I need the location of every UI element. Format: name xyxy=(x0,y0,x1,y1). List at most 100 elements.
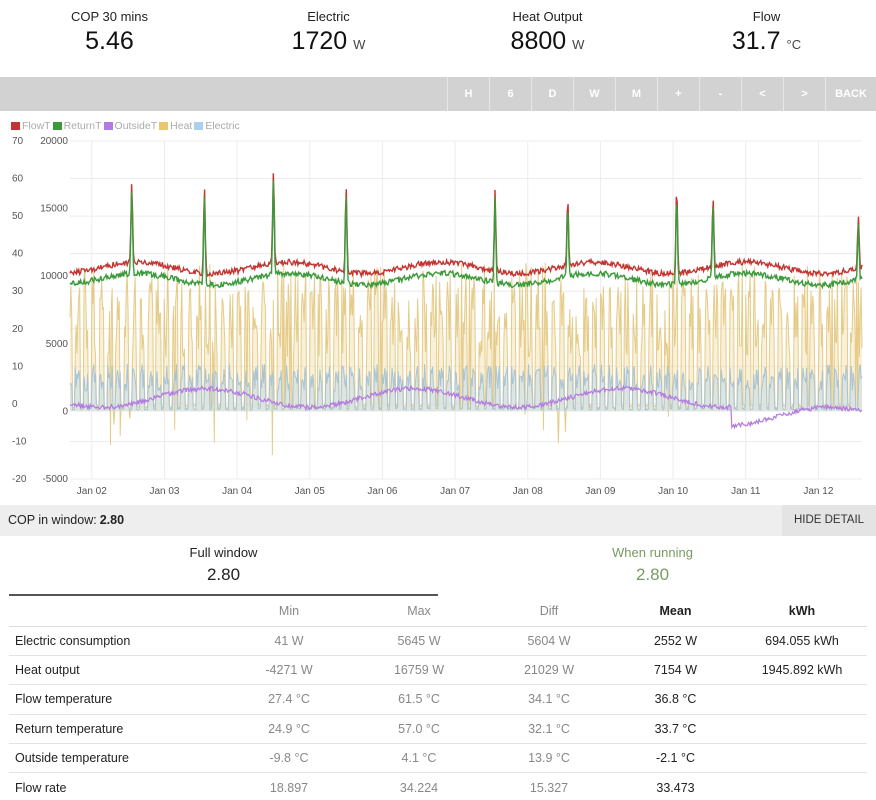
pan-right-button[interactable]: > xyxy=(783,77,825,111)
stat-unit: °C xyxy=(786,37,802,52)
cop-window-bar: COP in window: 2.80 HIDE DETAIL xyxy=(0,505,876,536)
tab-full-window[interactable]: Full window 2.80 xyxy=(9,536,438,596)
stat-label: COP 30 mins xyxy=(70,9,149,24)
hide-detail-button[interactable]: HIDE DETAIL xyxy=(782,505,876,536)
zoom-out-button[interactable]: - xyxy=(699,77,741,111)
table-cell: 36.8 °C xyxy=(614,684,737,715)
table-row: Electric consumption 41 W 5645 W 5604 W 2552… xyxy=(9,626,867,656)
table-cell: 32.1 °C xyxy=(484,714,614,745)
table-cell: 4.1 °C xyxy=(354,743,484,774)
row-label: Electric consumption xyxy=(9,626,224,656)
table-cell: 1945.892 kWh xyxy=(737,655,867,686)
x-tick-label: Jan 12 xyxy=(803,486,833,497)
day-button[interactable]: D xyxy=(531,77,573,111)
x-tick-label: Jan 05 xyxy=(295,486,325,497)
col-header: Diff xyxy=(484,596,614,627)
table-cell: 33.473 xyxy=(614,772,737,800)
legend-swatch xyxy=(193,121,205,131)
stat-cop: COP 30 mins 5.46 xyxy=(0,0,219,56)
y-left-tick-label: 20 xyxy=(12,324,24,335)
stat-value: 31.7 xyxy=(731,27,781,55)
table-cell: 5604 W xyxy=(484,626,614,656)
legend-label: Electric xyxy=(205,120,240,132)
table-cell: 34.224 xyxy=(354,772,484,800)
x-tick-label: Jan 03 xyxy=(149,486,179,497)
table-cell: 41 W xyxy=(224,626,354,656)
x-tick-label: Jan 06 xyxy=(367,486,397,497)
tab-label: When running xyxy=(612,545,693,560)
legend-label: Heat xyxy=(170,120,193,132)
y-right-tick-label: 10000 xyxy=(40,271,68,282)
table-cell: 21029 W xyxy=(484,655,614,686)
legend-label: OutsideT xyxy=(114,120,158,132)
stat-value: 1720 xyxy=(291,27,348,55)
legend-item[interactable]: Electric xyxy=(193,120,240,132)
x-tick-label: Jan 10 xyxy=(658,486,688,497)
table-cell: 61.5 °C xyxy=(354,684,484,715)
table-row: Flow temperature 27.4 °C 61.5 °C 34.1 °C 36.… xyxy=(9,684,867,715)
chart-legend: FlowT ReturnT OutsideT Heat Electric xyxy=(10,120,241,132)
col-header: kWh xyxy=(737,596,867,627)
table-cell: 18.897 xyxy=(224,772,354,800)
table-cell: 694.055 kWh xyxy=(737,626,867,656)
back-button[interactable]: BACK xyxy=(825,77,876,111)
legend-label: FlowT xyxy=(22,120,51,132)
tab-label: Full window xyxy=(189,545,258,560)
stat-value: 8800 xyxy=(510,27,567,55)
y-right-tick-label: 0 xyxy=(62,406,68,417)
legend-item[interactable]: OutsideT xyxy=(102,120,158,132)
y-left-tick-label: 10 xyxy=(12,361,24,372)
flow-temp-line xyxy=(69,173,863,279)
table-row: Outside temperature -9.8 °C 4.1 °C 13.9 °C -… xyxy=(9,743,867,774)
table-cell: 33.7 °C xyxy=(614,714,737,745)
legend-item[interactable]: FlowT xyxy=(10,120,51,132)
legend-item[interactable]: ReturnT xyxy=(51,120,102,132)
week-button[interactable]: W xyxy=(573,77,615,111)
x-tick-label: Jan 09 xyxy=(585,486,615,497)
pan-left-button[interactable]: < xyxy=(741,77,783,111)
electric-area xyxy=(70,364,862,412)
zoom-in-button[interactable]: + xyxy=(657,77,699,111)
row-label: Flow temperature xyxy=(9,684,224,715)
table-cell: 13.9 °C xyxy=(484,743,614,774)
legend-swatch xyxy=(102,121,114,131)
table-cell xyxy=(737,772,867,800)
table-row: Return temperature 24.9 °C 57.0 °C 32.1 °C 3… xyxy=(9,714,867,745)
stat-label: Heat Output xyxy=(512,9,583,24)
table-cell xyxy=(737,714,867,745)
y-left-tick-label: 0 xyxy=(12,399,18,410)
stat-electric: Electric 1720 W xyxy=(219,0,438,56)
legend-swatch xyxy=(10,121,21,131)
month-button[interactable]: M xyxy=(615,77,657,111)
y-left-tick-label: 30 xyxy=(12,286,24,297)
col-header xyxy=(9,596,224,627)
y-left-tick-label: -10 xyxy=(12,436,27,447)
stat-flow: Flow 31.7 °C xyxy=(657,0,876,56)
table-cell: -9.8 °C xyxy=(224,743,354,774)
row-label: Outside temperature xyxy=(9,743,224,774)
tab-value: 2.80 xyxy=(635,565,670,584)
row-label: Flow rate xyxy=(9,772,224,800)
stat-unit: W xyxy=(572,37,585,52)
legend-swatch xyxy=(158,121,170,131)
stat-unit: W xyxy=(353,37,366,52)
row-label: Return temperature xyxy=(9,714,224,745)
hour-button[interactable]: H xyxy=(447,77,489,111)
legend-item[interactable]: Heat xyxy=(158,120,192,132)
table-cell: -2.1 °C xyxy=(614,743,737,774)
heatpump-chart: FlowT ReturnT OutsideT Heat Electric 70 60 50 4… xyxy=(0,116,876,502)
tab-when-running[interactable]: When running 2.80 xyxy=(438,536,867,596)
row-label: Heat output xyxy=(9,655,224,686)
time-toolbar: H 6 D W M + - < > BACK xyxy=(0,77,876,111)
legend-label: ReturnT xyxy=(63,120,102,132)
tab-value: 2.80 xyxy=(206,565,241,584)
chart-plot[interactable]: 70 60 50 40 30 20 10 0 -10 -20 20000 15000 10000 5000… xyxy=(0,116,876,502)
y-right-tick-label: 5000 xyxy=(46,339,69,350)
cop-window-value: 2.80 xyxy=(99,513,125,527)
six-hour-button[interactable]: 6 xyxy=(489,77,531,111)
table-cell: 15.327 xyxy=(484,772,614,800)
y-left-tick-label: 70 xyxy=(12,136,24,147)
stat-label: Electric xyxy=(307,9,350,24)
x-tick-label: Jan 07 xyxy=(440,486,470,497)
x-tick-label: Jan 02 xyxy=(77,486,107,497)
